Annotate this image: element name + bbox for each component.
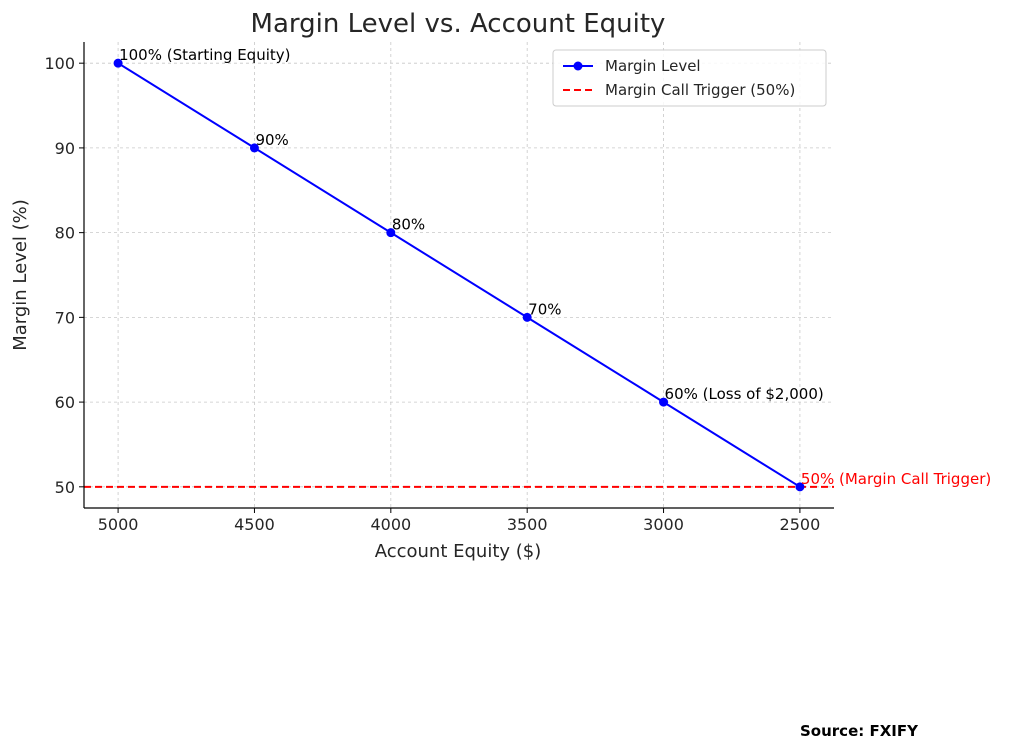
y-tick-label: 70 bbox=[55, 308, 75, 327]
y-tick-label: 60 bbox=[55, 393, 75, 412]
x-tick-label: 4000 bbox=[370, 515, 411, 534]
data-point bbox=[795, 482, 805, 492]
axes bbox=[79, 42, 834, 513]
legend-label-margin-level: Margin Level bbox=[605, 57, 701, 75]
y-tick-label: 80 bbox=[55, 224, 75, 243]
x-tick-label: 4500 bbox=[234, 515, 275, 534]
x-tick-label: 2500 bbox=[780, 515, 821, 534]
data-label: 50% (Margin Call Trigger) bbox=[801, 470, 991, 488]
x-axis-label: Account Equity ($) bbox=[375, 541, 542, 562]
y-tick-label: 50 bbox=[55, 478, 75, 497]
data-label: 90% bbox=[255, 131, 288, 149]
tick-labels: 5000 4500 4000 3500 3000 2500 50 60 70 80 90 100 bbox=[44, 54, 820, 534]
data-point bbox=[249, 143, 259, 153]
y-axis-label: Margin Level (%) bbox=[10, 199, 31, 351]
annotations: 100% (Starting Equity) 90% 80% 70% 60% (Loss… bbox=[119, 46, 991, 488]
data-label: 100% (Starting Equity) bbox=[119, 46, 290, 64]
data-point bbox=[522, 312, 532, 322]
data-point bbox=[386, 228, 396, 238]
legend-box bbox=[552, 49, 827, 107]
y-tick-label: 90 bbox=[55, 139, 75, 158]
source-note: Source: FXIFY bbox=[800, 722, 918, 740]
y-tick-label: 100 bbox=[44, 54, 75, 73]
data-label: 80% bbox=[392, 216, 425, 234]
chart-title: Margin Level vs. Account Equity bbox=[251, 9, 666, 39]
legend-marker-margin-level bbox=[573, 61, 583, 71]
x-tick-label: 5000 bbox=[98, 515, 139, 534]
x-tick-label: 3500 bbox=[507, 515, 548, 534]
legend: Margin Level Margin Call Trigger (50%) bbox=[552, 49, 827, 107]
series-layer bbox=[113, 58, 805, 492]
data-label: 70% bbox=[528, 300, 561, 318]
data-point bbox=[113, 58, 123, 68]
margin-level-line bbox=[117, 62, 801, 488]
x-tick-label: 3000 bbox=[643, 515, 684, 534]
data-point bbox=[659, 397, 669, 407]
legend-label-margin-call: Margin Call Trigger (50%) bbox=[605, 81, 795, 99]
data-label: 60% (Loss of $2,000) bbox=[665, 385, 824, 403]
